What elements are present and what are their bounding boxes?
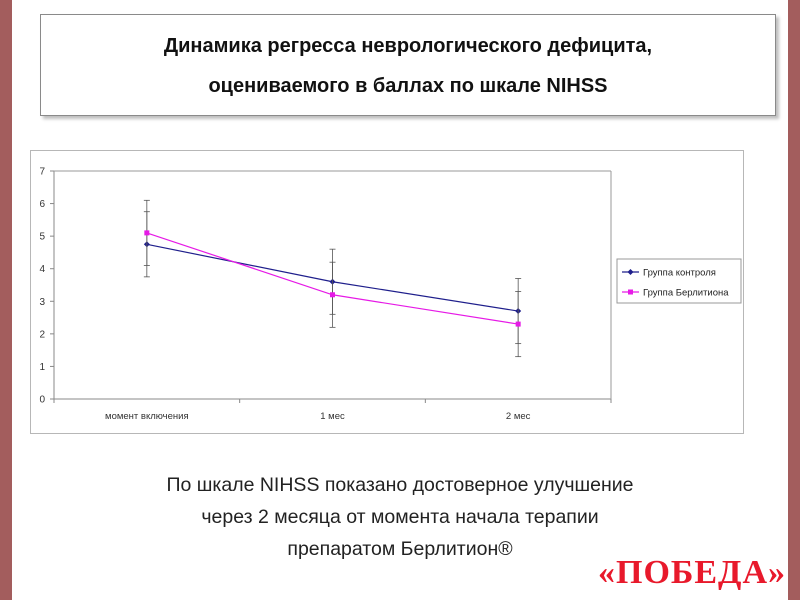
right-decor-bar — [788, 0, 800, 600]
caption-line-1: По шкале NIHSS показано достоверное улуч… — [166, 474, 634, 496]
x-tick-label: 2 мес — [506, 411, 531, 422]
legend-marker — [628, 289, 633, 295]
slide-title-line-2: оцениваемого в баллах по шкале NIHSS — [208, 75, 608, 97]
legend-marker — [627, 269, 634, 275]
victory-label: «ПОБЕДА» — [598, 554, 786, 591]
y-tick-label: 7 — [39, 167, 45, 178]
chart-frame: 0 1 2 3 4 5 6 7 момент включения 1 мес 2 мес Группа… — [30, 150, 744, 434]
y-tick-label: 1 — [39, 362, 45, 373]
title-box: Динамика регресса неврологического дефиц… — [40, 14, 776, 116]
y-tick-label: 5 — [39, 232, 45, 243]
slide-title-line-1: Динамика регресса неврологического дефиц… — [163, 35, 653, 57]
y-tick-label: 2 — [39, 329, 45, 340]
line-chart: 0 1 2 3 4 5 6 7 момент включения 1 мес 2 мес Группа… — [39, 167, 742, 422]
y-tick-label: 6 — [39, 199, 45, 210]
caption-line-2: через 2 месяца от момента начала терапии — [201, 506, 599, 528]
left-decor-bar — [0, 0, 12, 600]
data-point — [144, 230, 150, 236]
x-tick-label: 1 мес — [320, 411, 345, 422]
caption-line-3: препаратом Берлитион® — [287, 538, 513, 560]
legend-box — [616, 258, 742, 304]
y-tick-label: 0 — [39, 395, 45, 406]
data-point — [515, 321, 521, 327]
y-tick-label: 4 — [39, 264, 45, 275]
legend-label: Группа Берлитиона — [643, 288, 729, 299]
x-tick-label: момент включения — [105, 411, 189, 422]
legend-label: Группа контроля — [643, 268, 716, 279]
y-tick-label: 3 — [39, 297, 45, 308]
data-point — [330, 292, 335, 298]
